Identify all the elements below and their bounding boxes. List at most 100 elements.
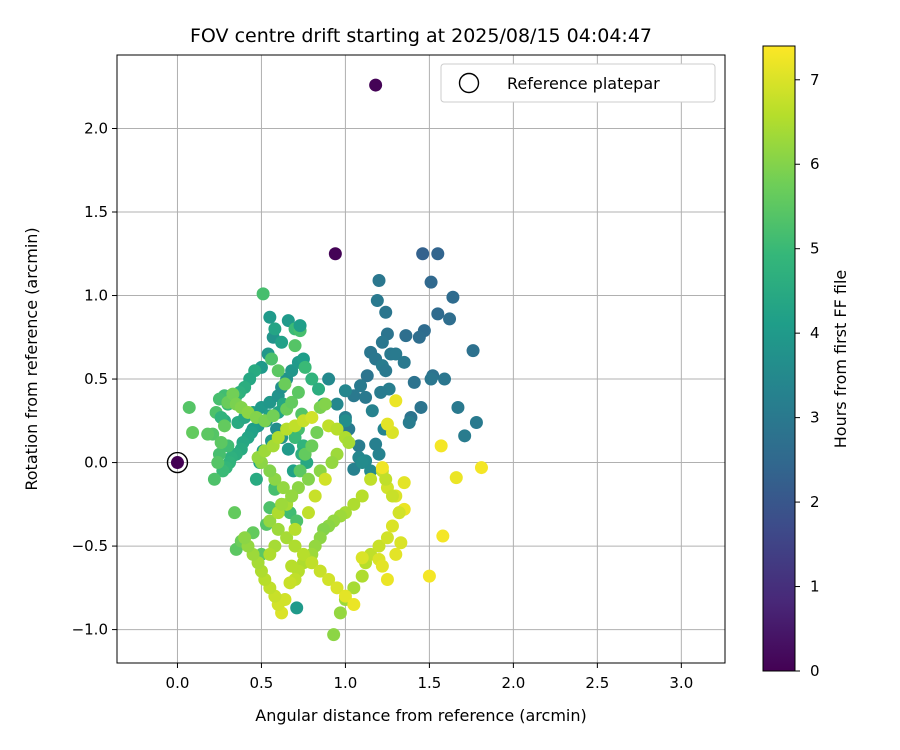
data-point [249,472,263,486]
data-point [397,355,411,369]
colorbar-gradient [762,45,796,672]
data-point [318,397,332,411]
data-point [449,471,463,485]
data-point [330,581,344,595]
data-point [392,506,406,520]
reference-marker [166,451,189,474]
data-point [385,489,399,503]
data-point [438,372,452,386]
data-point [434,439,448,453]
data-point [469,415,483,429]
chart-title: FOV centre drift starting at 2025/08/15 … [190,25,652,47]
data-point [281,442,295,456]
data-point [182,400,196,414]
reference-point [170,456,184,470]
data-point [359,390,373,404]
data-point [338,414,352,428]
y-tick-label: −0.5 [72,537,108,555]
data-point [333,606,347,620]
data-point [266,409,280,423]
data-point [291,385,305,399]
data-point [288,522,302,536]
data-point [372,539,386,553]
data-point [466,344,480,358]
data-point [285,489,299,503]
legend-reference-marker-icon [458,72,480,94]
data-point [397,476,411,490]
data-point [431,307,445,321]
data-point [342,436,356,450]
y-tick-label: 1.5 [84,203,108,221]
plot-frame [116,54,726,664]
data-point [355,456,369,470]
data-point [313,564,327,578]
colorbar-tick-label: 3 [810,409,820,427]
data-point [288,431,302,445]
data-point [263,514,277,528]
data-point [436,529,450,543]
data-point [451,400,465,414]
colorbar-ticks: 0 1 2 3 4 5 6 7 [795,71,820,680]
data-point [355,569,369,583]
data-point [394,536,408,550]
data-point [369,437,383,451]
colorbar-tick-label: 6 [810,155,820,173]
data-point [327,628,341,642]
data-point [365,404,379,418]
y-tick-label: 1.0 [84,287,108,305]
data-point [308,489,322,503]
data-point [389,394,403,408]
data-point [474,461,488,475]
data-point [380,531,394,545]
colorbar-label: Hours from first FF file [831,270,850,449]
plot-area: 0.0 0.5 1.0 1.5 2.0 2.5 3.0 −1.0 −0.5 0.0 0.5 1.0 1… [72,54,726,692]
data-point [424,275,438,289]
data-point [256,287,270,301]
data-point [296,547,310,561]
data-point [228,506,242,520]
data-point [186,425,200,439]
data-point [338,589,352,603]
data-point [322,572,336,586]
data-point [431,247,445,261]
x-tick-label: 3.0 [669,674,693,692]
data-point [298,360,312,374]
data-point [293,464,307,478]
x-tick-label: 1.0 [333,674,357,692]
data-point [226,387,240,401]
data-point [379,472,393,486]
data-point [301,472,315,486]
data-point [372,273,386,287]
data-point [355,489,369,503]
data-point [263,464,277,478]
data-point [285,395,299,409]
data-point [265,352,279,366]
data-point [276,481,290,495]
x-tick-label: 0.0 [166,674,190,692]
x-tick-label: 2.0 [501,674,525,692]
legend-reference-label: Reference platepar [507,74,660,93]
legend-box [440,63,716,103]
data-point [443,312,457,326]
data-point [424,372,438,386]
data-point [263,310,277,324]
data-point [283,576,297,590]
data-point [293,319,307,333]
data-point [207,472,221,486]
data-point [328,247,342,261]
data-point [312,382,326,396]
data-point [414,400,428,414]
data-point [374,385,388,399]
data-point [275,497,289,511]
data-point [354,379,368,393]
legend: Reference platepar [440,63,716,103]
data-point [271,431,285,445]
data-point [278,377,292,391]
data-point [375,335,389,349]
data-point [280,531,294,545]
data-point [347,581,361,595]
y-axis-ticks: −1.0 −0.5 0.0 0.5 1.0 1.5 2.0 [72,119,117,639]
y-tick-label: 2.0 [84,119,108,137]
colorbar-tick-label: 0 [810,662,820,680]
